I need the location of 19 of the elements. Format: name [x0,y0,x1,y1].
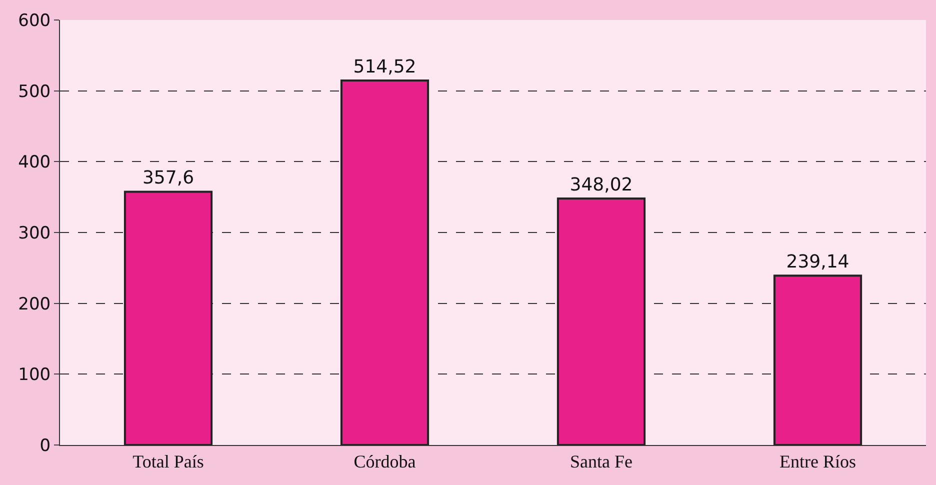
x-tick-label: Córdoba [354,452,416,472]
bar [124,190,213,445]
data-label: 239,14 [786,252,850,273]
y-tick-label: 200 [18,294,51,314]
x-tick-label: Entre Ríos [780,452,856,472]
y-tick-label: 600 [18,10,51,31]
y-tick-label: 0 [40,436,51,456]
bar [773,274,862,445]
y-tick-label: 300 [18,223,51,244]
x-tick-label: Total País [132,452,204,472]
data-label: 348,02 [570,174,633,196]
y-tick-label: 400 [18,152,51,173]
y-tick-label: 500 [18,82,51,102]
bar [556,197,646,445]
y-tick-label: 100 [18,365,51,386]
data-label: 357,6 [142,168,194,189]
bar [340,80,430,445]
x-tick-label: Santa Fe [570,452,632,472]
data-label: 514,52 [353,56,416,78]
